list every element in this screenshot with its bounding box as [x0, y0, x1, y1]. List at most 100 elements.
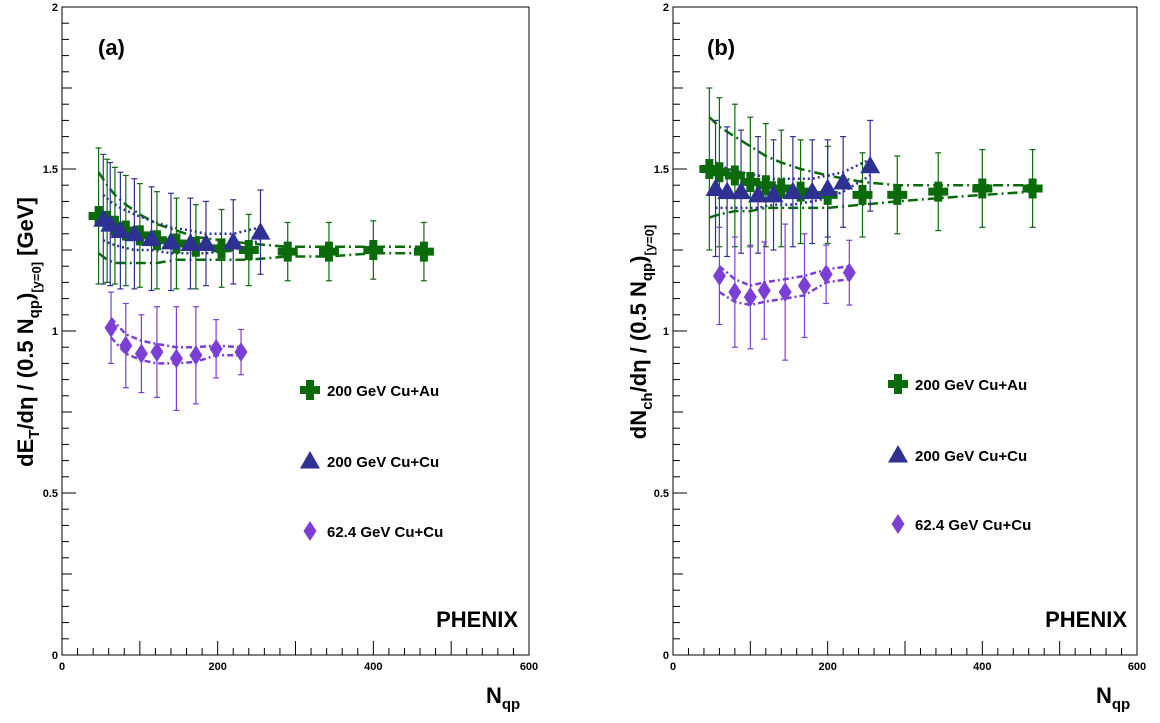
x-axis-title: Nqp [1096, 683, 1130, 713]
y-tick-label: 1.5 [654, 164, 669, 176]
data-point-triangle [833, 171, 854, 190]
data-point-triangle [705, 178, 726, 196]
y-axis-title: dNch/dη / (0.5 Nqp)[y=0] [626, 225, 657, 439]
data-point-cross [972, 178, 993, 199]
data-point-cross [413, 241, 434, 262]
data-point-diamond [150, 342, 164, 363]
y-tick-label: 1.5 [43, 164, 58, 176]
data-point-cross [852, 184, 873, 205]
data-point-diamond [209, 338, 223, 359]
legend-marker-diamond [303, 521, 317, 541]
data-point-triangle [860, 155, 881, 174]
y-tick-label: 0 [663, 650, 669, 662]
data-point-diamond [842, 262, 856, 283]
data-point-diamond [757, 280, 771, 301]
data-point-cross [318, 241, 339, 262]
data-point-diamond [169, 348, 183, 369]
x-tick-label: 0 [670, 661, 676, 673]
data-point-triangle [250, 222, 271, 240]
data-point-cross [1022, 178, 1043, 199]
systematic-band-band-hi [718, 264, 850, 287]
data-point-diamond [134, 343, 148, 364]
data-point-diamond [778, 282, 792, 303]
data-point-diamond [104, 317, 118, 338]
legend-marker-cross [888, 374, 908, 394]
data-point-triangle [141, 228, 162, 247]
data-point-diamond [119, 335, 133, 356]
x-tick-label: 400 [364, 661, 382, 673]
x-tick-label: 600 [520, 661, 538, 673]
svg-text:dET/dη / (0.5 Nqp)[y=0] [GeV]: dET/dη / (0.5 Nqp)[y=0] [GeV] [13, 197, 44, 467]
panel-b: 0 200 400 600 0 0.5 1 1.5 2 200 GeV Cu+Au 200 GeV… [626, 2, 1146, 713]
data-point-cross [709, 162, 730, 183]
y-tick-label: 1 [663, 326, 669, 338]
x-tick-label: 600 [1128, 661, 1146, 673]
x-axis-title: Nqp [486, 683, 520, 713]
data-point-triangle [124, 223, 145, 242]
legend-label: 200 GeV Cu+Au [915, 377, 1027, 394]
y-tick-label: 1 [52, 326, 58, 338]
data-point-triangle [817, 178, 838, 196]
systematic-band-band-lo [718, 277, 850, 307]
data-point-cross [699, 159, 720, 179]
legend-marker-cross [300, 380, 320, 400]
x-tick-label: 200 [208, 661, 226, 673]
data-point-triangle [195, 233, 216, 252]
data-point-diamond [189, 345, 203, 366]
y-tick-label: 0 [52, 650, 58, 662]
plot-frame [61, 6, 530, 656]
data-point-triangle [763, 184, 784, 203]
data-point-cross [88, 205, 109, 226]
svg-text:Nqp: Nqp [486, 683, 520, 713]
y-tick-label: 2 [663, 2, 669, 14]
data-point-cross [755, 175, 776, 196]
data-point-triangle [160, 231, 181, 250]
svg-text:Nqp: Nqp [1096, 683, 1130, 713]
legend-label: 62.4 GeV Cu+Cu [915, 517, 1031, 534]
x-tick-label: 0 [59, 661, 65, 673]
data-point-cross [363, 240, 384, 260]
panel-a: 0 200 400 600 0 0.5 1 1.5 2 200 GeV Cu+Au 200 GeV… [13, 2, 538, 713]
data-point-triangle [180, 233, 201, 252]
systematic-band-band-hi [110, 317, 242, 349]
x-axis-title-main: N [486, 683, 502, 708]
legend-marker-triangle [888, 445, 908, 463]
data-point-triangle [100, 214, 121, 232]
data-point-triangle [748, 184, 769, 203]
x-axis-title-sub: qp [1112, 696, 1130, 713]
y-tick-label: 0.5 [654, 488, 669, 500]
y-tick-label: 2 [52, 2, 58, 14]
data-point-cross [740, 171, 761, 192]
data-point-cross [928, 181, 949, 202]
legend-marker-diamond [891, 514, 905, 534]
data-point-triangle [731, 181, 752, 200]
data-point-diamond [728, 282, 742, 303]
legend-marker-triangle [300, 451, 320, 469]
data-point-diamond [743, 286, 757, 307]
data-point-triangle [223, 231, 244, 250]
panel-label: (b) [707, 35, 735, 60]
legend-label: 200 GeV Cu+Au [327, 383, 439, 400]
plot-frame [672, 6, 1138, 656]
data-point-triangle [802, 181, 823, 200]
x-axis-title-sub: qp [502, 696, 520, 713]
legend-label: 200 GeV Cu+Cu [915, 448, 1027, 465]
data-point-diamond [712, 265, 726, 286]
x-tick-label: 200 [818, 661, 836, 673]
data-point-triangle [717, 181, 738, 200]
data-point-triangle [782, 181, 803, 200]
x-tick-label: 400 [973, 661, 991, 673]
phenix-logo-text: PHENIX [1045, 607, 1127, 632]
data-point-triangle [110, 220, 131, 239]
systematic-band-band-hi [97, 171, 424, 249]
data-point-cross [277, 241, 298, 262]
data-point-cross [724, 165, 745, 186]
data-point-diamond [234, 342, 248, 363]
phenix-logo-text: PHENIX [436, 607, 518, 632]
y-tick-label: 0.5 [43, 488, 58, 500]
x-axis-title-main: N [1096, 683, 1112, 708]
legend-label: 62.4 GeV Cu+Cu [327, 524, 443, 541]
y-axis-title: dET/dη / (0.5 Nqp)[y=0] [GeV] [13, 197, 44, 467]
systematic-band-band-lo [110, 336, 242, 365]
